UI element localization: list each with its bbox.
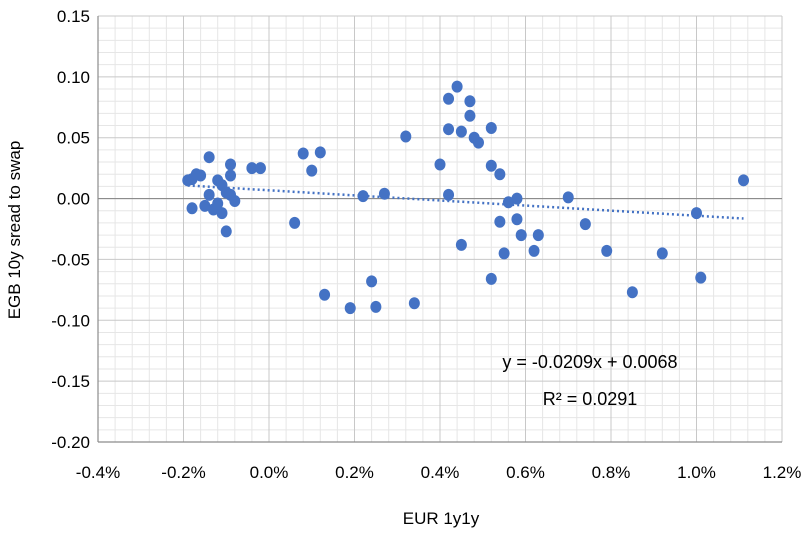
data-point [695,271,707,284]
data-point [434,158,446,171]
y-tick-label: -0.20 [51,433,90,452]
data-point [344,302,356,315]
data-point [254,162,266,175]
y-tick-label: -0.15 [51,372,90,391]
data-point [220,225,232,238]
data-point [229,195,241,208]
data-point [656,247,668,260]
y-tick-label: 0.00 [57,190,90,209]
trendline [187,184,744,220]
data-point [199,199,211,212]
trendline-equation: y = -0.0209x + 0.0068 [502,352,677,372]
data-point [494,168,506,181]
data-point [464,109,476,122]
data-point [203,188,215,201]
x-tick-label: -0.2% [161,463,205,482]
data-point [485,159,497,172]
data-point [691,207,702,220]
data-point [455,125,467,138]
data-point [601,244,613,257]
data-points [182,80,750,315]
data-point [443,92,455,105]
x-tick-labels: -0.4% -0.2% 0.0% 0.2% 0.4% 0.6% 0.8% 1.0% 1.2% [76,463,802,482]
y-tick-label: 0.10 [57,68,90,87]
data-point [297,147,309,160]
data-point [225,158,237,171]
data-point [502,196,514,209]
data-point [485,272,497,285]
y-axis-title: EGB 10y sread to swap [5,141,24,320]
data-point [485,121,497,134]
data-point [451,80,463,93]
data-point [314,146,326,159]
y-tick-labels: 0.15 0.10 0.05 0.00 -0.05 -0.10 -0.15 -0.20 [51,7,90,452]
x-tick-label: 0.2% [335,463,374,482]
x-tick-label: 0.6% [506,463,545,482]
data-point [203,151,215,164]
r-squared-label: R² = 0.0291 [543,389,638,409]
data-point [579,218,591,231]
data-point [216,207,228,220]
data-point [366,275,378,288]
data-point [195,169,207,182]
data-point [306,164,318,177]
data-point [408,297,420,310]
y-tick-label: -0.10 [51,311,90,330]
data-point [319,288,331,301]
data-point [528,244,540,257]
data-point [515,229,527,242]
x-tick-label: 1.2% [763,463,802,482]
x-tick-label: 0.4% [421,463,460,482]
y-tick-label: -0.05 [51,250,90,269]
x-tick-label: 0.8% [592,463,631,482]
data-point [370,300,382,313]
data-point [186,202,198,215]
y-tick-label: 0.05 [57,129,90,148]
x-tick-label: 1.0% [677,463,716,482]
data-point [443,188,455,201]
data-point [532,229,544,242]
x-tick-label: 0.0% [250,463,289,482]
data-point [378,187,390,200]
data-point [225,169,237,182]
data-point [443,123,455,136]
data-point [738,174,750,187]
x-axis-title: EUR 1y1y [403,509,480,528]
data-point [626,286,638,299]
y-tick-label: 0.15 [57,7,90,26]
data-point [472,136,484,149]
data-point [464,95,476,108]
data-point [562,191,574,204]
data-point [511,213,523,226]
x-tick-label: -0.4% [76,463,120,482]
data-point [455,238,467,251]
data-point [289,216,301,229]
data-point [494,215,506,228]
data-point [400,130,412,143]
data-point [212,197,224,210]
data-point [511,192,523,205]
data-point [246,162,258,175]
data-point [498,247,510,260]
